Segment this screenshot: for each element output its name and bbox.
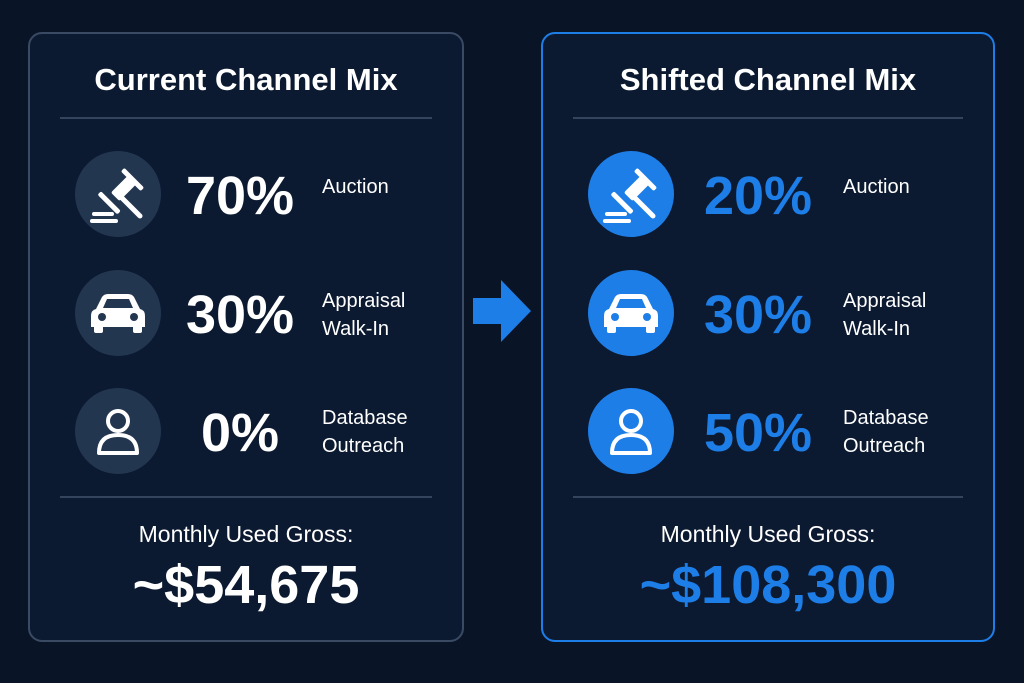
channel-row-database: 50% Database Outreach (543, 388, 993, 478)
channel-label: Appraisal (843, 290, 927, 312)
channel-row-auction: 70% Auction (30, 151, 462, 241)
person-icon (75, 388, 161, 474)
channel-row-database: 0% Database Outreach (30, 388, 462, 478)
channel-row-appraisal: 30% Appraisal Walk-In (30, 270, 462, 360)
channel-percent: 30% (703, 285, 813, 345)
channel-label: Outreach (322, 435, 405, 457)
car-icon (588, 270, 674, 356)
channel-row-appraisal: 30% Appraisal Walk-In (543, 270, 993, 360)
divider (60, 496, 432, 498)
shifted-mix-panel: Shifted Channel Mix 20% Auction 30% Appr… (541, 32, 995, 642)
gavel-icon (75, 151, 161, 237)
divider (573, 496, 963, 498)
channel-row-auction: 20% Auction (543, 151, 993, 241)
car-icon (75, 270, 161, 356)
divider (60, 117, 432, 119)
divider (573, 117, 963, 119)
current-mix-panel: Current Channel Mix 70% Auction 30% Appr… (28, 32, 464, 642)
gross-label: Monthly Used Gross: (138, 521, 354, 547)
channel-label: Auction (843, 176, 910, 198)
gross-label: Monthly Used Gross: (660, 521, 876, 547)
channel-label: Appraisal (322, 290, 406, 312)
gavel-icon (588, 151, 674, 237)
channel-label: Database (843, 407, 929, 429)
channel-percent: 70% (185, 166, 295, 226)
channel-label: Walk-In (322, 318, 390, 340)
gross-value: ~$54,675 (132, 555, 360, 615)
panel-title: Current Channel Mix (94, 62, 398, 97)
person-icon (588, 388, 674, 474)
channel-label: Auction (322, 176, 389, 198)
channel-percent: 20% (703, 166, 813, 226)
gross-value: ~$108,300 (639, 555, 897, 615)
channel-percent: 0% (200, 403, 280, 463)
channel-label: Outreach (843, 435, 926, 457)
channel-percent: 50% (703, 403, 813, 463)
channel-percent: 30% (185, 285, 295, 345)
channel-label: Database (322, 407, 408, 429)
panel-title: Shifted Channel Mix (619, 62, 917, 97)
channel-label: Walk-In (843, 318, 911, 340)
arrow-right-icon (473, 280, 531, 347)
